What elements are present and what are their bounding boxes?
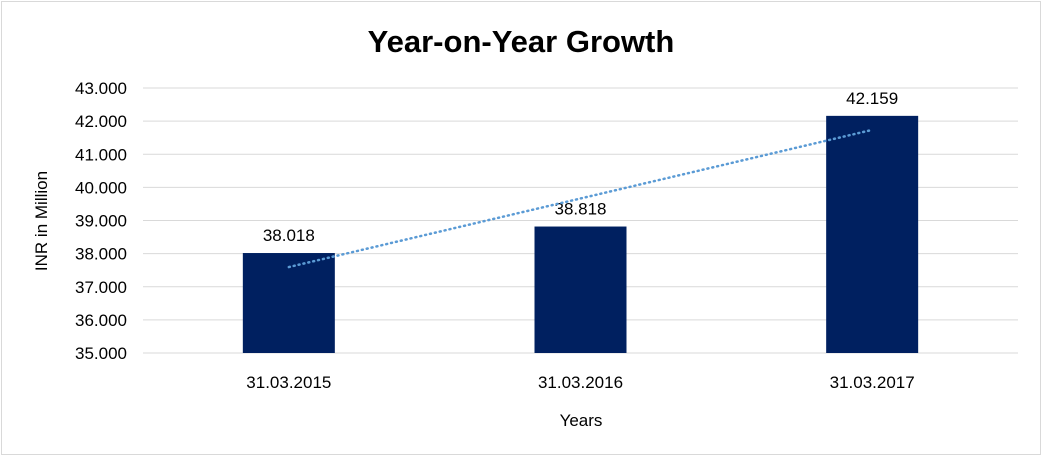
y-axis-title: INR in Million	[32, 171, 51, 271]
data-label: 38.018	[263, 226, 315, 245]
y-tick-label: 36.000	[75, 311, 127, 330]
data-label: 42.159	[846, 89, 898, 108]
bar	[826, 115, 919, 353]
x-axis-ticks: 31.03.2015 31.03.2016 31.03.2017	[246, 373, 914, 392]
y-tick-label: 39.000	[75, 212, 127, 231]
bar	[242, 253, 335, 353]
y-tick-label: 40.000	[75, 178, 127, 197]
y-tick-label: 42.000	[75, 112, 127, 131]
y-tick-label: 38.000	[75, 245, 127, 264]
data-labels: 38.018 38.818 42.159	[263, 89, 898, 245]
data-label: 38.818	[555, 200, 607, 219]
y-tick-label: 35.000	[75, 344, 127, 363]
y-tick-label: 43.000	[75, 79, 127, 98]
x-tick-label: 31.03.2017	[830, 373, 915, 392]
trendline-group	[287, 128, 874, 269]
y-tick-label: 37.000	[75, 278, 127, 297]
x-axis-title: Years	[560, 411, 603, 430]
bar	[534, 226, 627, 353]
trendline	[287, 128, 874, 269]
y-axis-ticks: 35.000 36.000 37.000 38.000 39.000 40.000 41.0…	[75, 79, 127, 363]
y-tick-label: 41.000	[75, 145, 127, 164]
x-tick-label: 31.03.2016	[538, 373, 623, 392]
bars	[242, 115, 919, 353]
chart-title: Year-on-Year Growth	[368, 24, 675, 59]
x-tick-label: 31.03.2015	[246, 373, 331, 392]
